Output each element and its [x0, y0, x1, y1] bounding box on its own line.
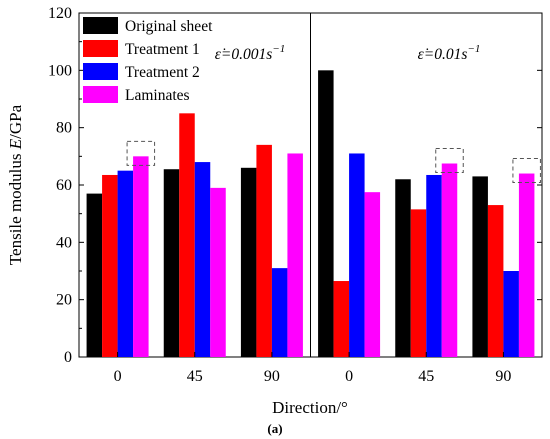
highlight-box-1 [435, 148, 464, 173]
legend-label-1: Treatment 1 [125, 41, 200, 58]
y-tick-label-60: 60 [56, 177, 72, 194]
bar-laminates-4 [441, 163, 458, 357]
bar-treatment-2-0 [117, 170, 134, 357]
bar-treatment-2-5 [503, 271, 519, 357]
bar-original-sheet-5 [472, 176, 488, 357]
legend-label-3: Laminates [125, 87, 190, 104]
bar-treatment-1-3 [333, 281, 350, 357]
x-tick-label-1: 45 [187, 368, 203, 385]
x-tick-label-4: 45 [418, 368, 434, 385]
bar-original-sheet-3 [318, 70, 334, 357]
bar-treatment-2-2 [271, 268, 288, 357]
bar-original-sheet-0 [86, 193, 103, 357]
x-tick-label-3: 0 [345, 368, 353, 385]
y-axis-label-prefix: Tensile modulus [6, 149, 25, 265]
bar-treatment-1-1 [179, 113, 195, 357]
legend-swatch-2 [83, 63, 118, 80]
x-tick-label-2: 90 [264, 368, 280, 385]
bar-original-sheet-2 [240, 167, 257, 357]
bars-layer [86, 70, 535, 357]
bar-laminates-0 [133, 156, 149, 357]
y-axis-label-variable: E [6, 138, 25, 150]
bar-laminates-3 [364, 192, 381, 357]
bar-original-sheet-1 [163, 169, 180, 357]
legend-swatch-3 [83, 86, 118, 103]
legend-label-0: Original sheet [125, 18, 213, 35]
legend-swatch-1 [83, 40, 118, 57]
highlight-box-2 [512, 158, 541, 184]
bar-treatment-1-0 [102, 174, 118, 357]
strain-rate-exponent-0: −1 [272, 43, 285, 55]
y-tick-label-80: 80 [56, 120, 72, 137]
bar-original-sheet-4 [395, 179, 411, 357]
legend-swatch-0 [83, 17, 118, 34]
bar-treatment-1-4 [410, 209, 427, 357]
y-tick-label-0: 0 [64, 349, 72, 366]
bar-treatment-2-4 [426, 174, 442, 357]
highlight-layer [126, 140, 541, 184]
strain-rate-exponent-1: −1 [467, 43, 480, 55]
legend-label-2: Treatment 2 [125, 64, 200, 81]
bar-treatment-1-5 [487, 205, 504, 357]
bar-laminates-5 [518, 173, 535, 357]
highlight-box-0 [126, 140, 156, 166]
y-axis: 0 20 40 60 80 100 120 [48, 5, 542, 366]
x-axis: 0 45 90 0 45 90 [114, 352, 511, 385]
rate-annotations: ε̇=0.001s−1 ε̇=0.01s−1 [215, 43, 481, 63]
strain-rate-annotation-1: ε̇=0.01s−1 [418, 43, 481, 63]
y-tick-label-100: 100 [48, 62, 72, 79]
y-tick-label-120: 120 [48, 5, 72, 22]
legend: Original sheet Treatment 1 Treatment 2 Lami… [83, 17, 213, 104]
bar-treatment-1-2 [256, 144, 272, 357]
x-tick-label-5: 90 [495, 368, 511, 385]
bar-treatment-2-1 [194, 162, 211, 357]
strain-rate-annotation-0: ε̇=0.001s−1 [215, 43, 285, 63]
x-axis-label: Direction/° [272, 398, 348, 417]
y-axis-label-suffix: /GPa [6, 104, 25, 138]
strain-rate-value-0: ε̇=0.001s [215, 46, 272, 63]
strain-rate-value-1: ε̇=0.01s [418, 46, 468, 63]
y-axis-label: Tensile modulus E/GPa [6, 104, 25, 265]
bar-laminates-2 [287, 153, 303, 357]
bar-treatment-2-3 [349, 153, 365, 357]
y-tick-label-40: 40 [56, 234, 72, 251]
bar-laminates-1 [210, 187, 226, 357]
y-tick-label-20: 20 [56, 292, 72, 309]
panel-label: (a) [267, 421, 282, 436]
x-tick-label-0: 0 [114, 368, 122, 385]
